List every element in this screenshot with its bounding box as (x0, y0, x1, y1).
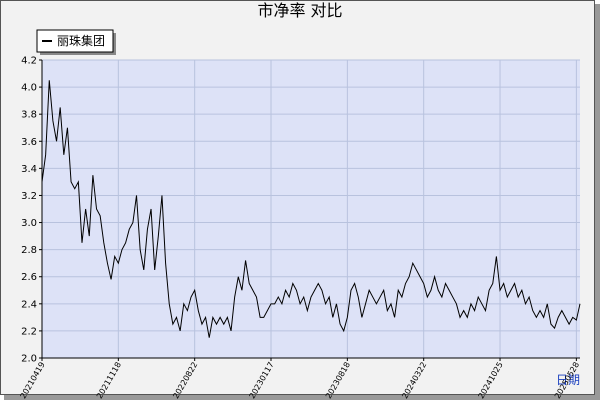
y-tick-label: 3.2 (21, 191, 37, 202)
plot-area (42, 60, 580, 358)
chart-title: 市净率 对比 (257, 1, 342, 20)
y-tick-label: 3.0 (21, 218, 37, 229)
data-line (41, 80, 581, 338)
y-tick-label: 2.0 (21, 354, 37, 365)
y-tick-label: 3.8 (21, 110, 37, 121)
y-tick-label: 2.4 (21, 299, 37, 310)
y-tick-label: 3.6 (21, 137, 37, 148)
y-tick-label: 2.8 (21, 245, 37, 256)
y-tick-label: 4.2 (21, 56, 37, 67)
legend (36, 29, 114, 53)
legend-label: 丽珠集团 (57, 33, 105, 48)
frame-shadow (4, 395, 600, 400)
x-axis-label: 日期 (556, 373, 580, 387)
frame-shadow (595, 4, 600, 400)
y-tick-label: 4.0 (21, 83, 37, 94)
y-tick-label: 2.2 (21, 326, 37, 337)
y-tick-label: 2.6 (21, 272, 37, 283)
y-tick-label: 3.4 (21, 164, 37, 175)
